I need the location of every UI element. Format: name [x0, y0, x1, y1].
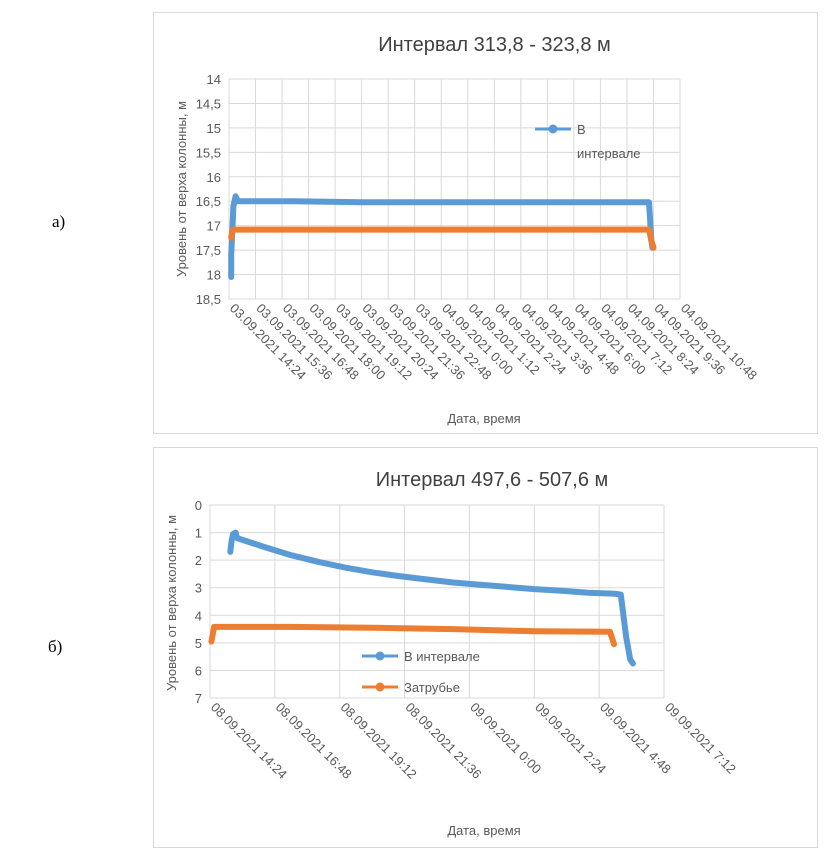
- chart-b-container: Интервал 497,6 - 507,6 м 0 1 2 3 4 5 6 7 08.09.20…: [153, 447, 818, 848]
- legend-label: Затрубье: [404, 680, 460, 695]
- legend-marker: [375, 651, 385, 661]
- y-axis-title: Уровень от верха колонны, м: [174, 101, 189, 277]
- chart-b: Интервал 497,6 - 507,6 м0123456708.09.20…: [164, 469, 739, 838]
- y-tick-label: 6: [195, 663, 202, 678]
- legend-marker: [548, 124, 558, 134]
- y-tick-label: 16: [207, 170, 221, 185]
- y-tick-label: 18: [207, 268, 221, 283]
- panel-label-a: а): [52, 212, 66, 231]
- y-tick-label: 15: [207, 121, 221, 136]
- series-1-line: [228, 226, 657, 251]
- y-tick-label: 17,5: [196, 243, 221, 258]
- chart-a: Интервал 313,8 - 323,8 м 14 14,5 15 15,5 16 16…: [174, 34, 760, 426]
- y-tick-label: 7: [195, 691, 202, 706]
- y-tick-label: 16,5: [196, 194, 221, 209]
- x-axis-title: Дата, время: [447, 823, 520, 838]
- legend-marker: [375, 682, 385, 692]
- y-tick-label: 3: [195, 581, 202, 596]
- chart-title: Интервал 497,6 - 507,6 м: [376, 469, 609, 491]
- y-tick-label: 2: [195, 553, 202, 568]
- series-0-line: [228, 193, 656, 280]
- y-tick-label: 17: [207, 219, 221, 234]
- series-1-line: [208, 623, 617, 648]
- y-tick-label: 1: [195, 526, 202, 541]
- y-tick-label: 14: [207, 72, 221, 87]
- x-axis-title: Дата, время: [447, 411, 520, 426]
- chart-a-container: Интервал 313,8 - 323,8 м 14 14,5 15 15,5 16 16…: [153, 12, 818, 434]
- chart-title: Интервал 313,8 - 323,8 м: [378, 34, 611, 56]
- y-axis-title: Уровень от верха колонны, м: [164, 515, 179, 691]
- series-0-line: [227, 529, 636, 667]
- y-tick-label: 15,5: [196, 145, 221, 160]
- y-tick-label: 4: [195, 608, 202, 623]
- y-tick-label: 5: [195, 636, 202, 651]
- panel-label-b: б): [48, 637, 63, 656]
- y-tick-label: 18,5: [196, 292, 221, 307]
- y-tick-label: 14,5: [196, 96, 221, 111]
- legend-label: В интервале: [404, 649, 480, 664]
- y-tick-label: 0: [195, 498, 202, 513]
